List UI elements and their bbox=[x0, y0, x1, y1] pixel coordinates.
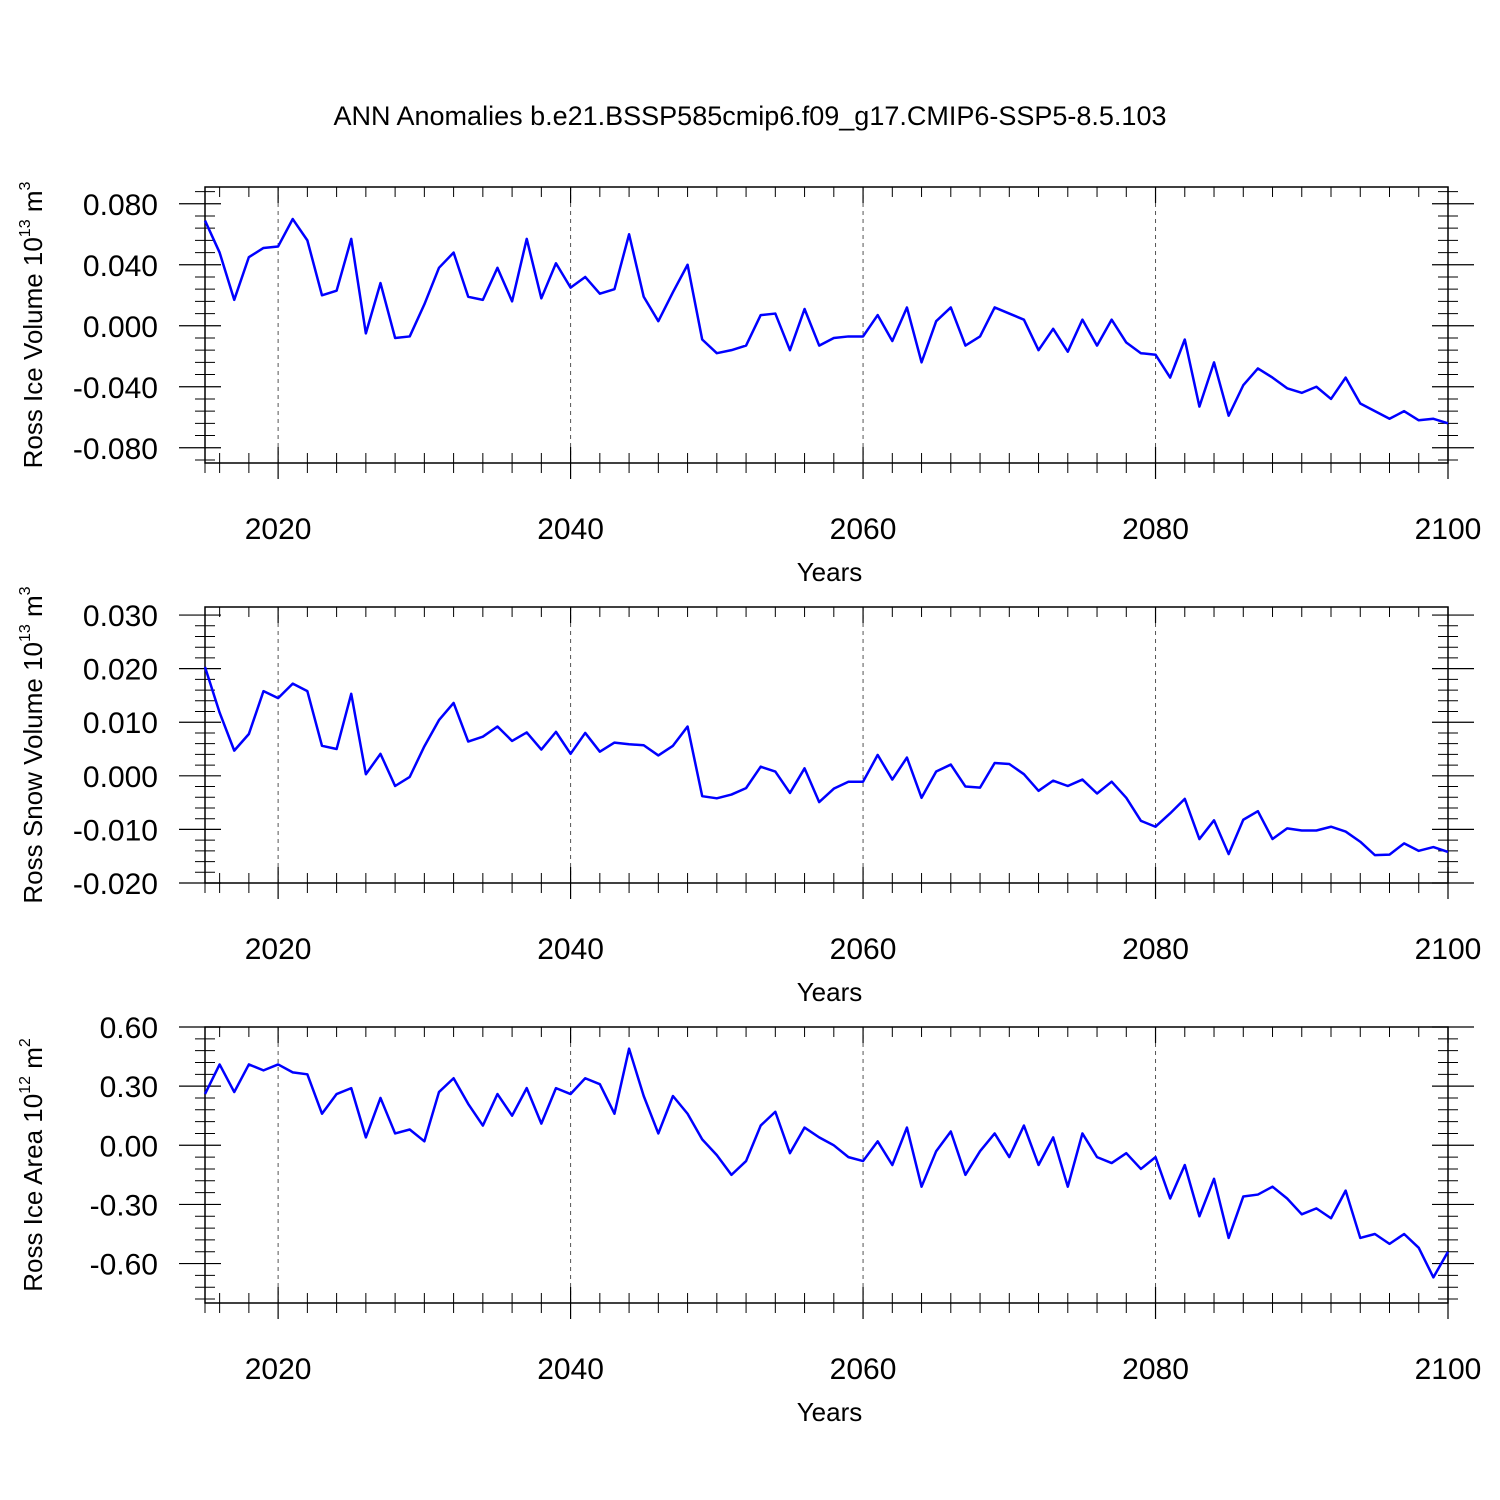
y-tick-label-0.030: 0.030 bbox=[83, 600, 158, 633]
y-tick-label--0.60: -0.60 bbox=[90, 1249, 158, 1282]
y-tick-label--0.040: -0.040 bbox=[73, 372, 158, 405]
x-tick-label-2040: 2040 bbox=[537, 1353, 604, 1386]
x-tick-label-2100: 2100 bbox=[1415, 513, 1482, 546]
x-axis-label: Years bbox=[797, 557, 863, 587]
x-tick-label-2080: 2080 bbox=[1122, 933, 1189, 966]
x-tick-label-2040: 2040 bbox=[537, 513, 604, 546]
y-tick-label-0.60: 0.60 bbox=[100, 1012, 158, 1045]
y-tick-label-0.040: 0.040 bbox=[83, 250, 158, 283]
y-tick-label-0.000: 0.000 bbox=[83, 311, 158, 344]
panel-ross-snow-volume: 2020 2040 2060 2080 2100 -0.020 -0.010 0.000 0.0… bbox=[17, 586, 1481, 1007]
x-tick-label-2020: 2020 bbox=[245, 513, 312, 546]
x-tick-label-2020: 2020 bbox=[245, 1353, 312, 1386]
x-tick-label-2060: 2060 bbox=[830, 1353, 897, 1386]
x-tick-label-2080: 2080 bbox=[1122, 1353, 1189, 1386]
plot-frame bbox=[204, 1026, 1449, 1304]
x-tick-label-2100: 2100 bbox=[1415, 933, 1482, 966]
y-axis-label: Ross Ice Volume 1013 m3 bbox=[17, 181, 48, 468]
x-axis-label: Years bbox=[797, 977, 863, 1007]
x-tick-label-2060: 2060 bbox=[830, 933, 897, 966]
y-tick-label-0.020: 0.020 bbox=[83, 654, 158, 687]
x-tick-label-2100: 2100 bbox=[1415, 1353, 1482, 1386]
x-axis-label: Years bbox=[797, 1397, 863, 1427]
x-tick-label-2020: 2020 bbox=[245, 933, 312, 966]
series-line bbox=[203, 1047, 1450, 1279]
y-tick-label--0.080: -0.080 bbox=[73, 433, 158, 466]
y-tick-label-0.30: 0.30 bbox=[100, 1071, 158, 1104]
y-tick-label--0.30: -0.30 bbox=[90, 1189, 158, 1222]
panel-ross-ice-area: 2020 2040 2060 2080 2100 -0.60 -0.30 0.00 0.30 0.… bbox=[17, 1012, 1481, 1427]
y-tick-label--0.020: -0.020 bbox=[73, 868, 158, 901]
y-tick-label-0.010: 0.010 bbox=[83, 707, 158, 740]
x-tick-label-2080: 2080 bbox=[1122, 513, 1189, 546]
y-tick-label-0.080: 0.080 bbox=[83, 189, 158, 222]
y-tick-label-0.00: 0.00 bbox=[100, 1130, 158, 1163]
x-tick-label-2060: 2060 bbox=[830, 513, 897, 546]
y-axis-label: Ross Ice Area 1012 m2 bbox=[17, 1038, 48, 1292]
panel-ross-ice-volume: 2020 2040 2060 2080 2100 -0.080 -0.040 0.000 0.0… bbox=[17, 181, 1481, 587]
plot-frame bbox=[204, 606, 1449, 884]
y-tick-label-0.000: 0.000 bbox=[83, 761, 158, 794]
x-tick-label-2040: 2040 bbox=[537, 933, 604, 966]
series-line bbox=[203, 666, 1449, 857]
y-tick-label--0.010: -0.010 bbox=[73, 814, 158, 847]
plot-frame bbox=[204, 186, 1449, 464]
y-axis-label: Ross Snow Volume 1013 m3 bbox=[17, 586, 48, 903]
figure-title: ANN Anomalies b.e21.BSSP585cmip6.f09_g17… bbox=[334, 101, 1167, 131]
series-line bbox=[203, 217, 1449, 425]
